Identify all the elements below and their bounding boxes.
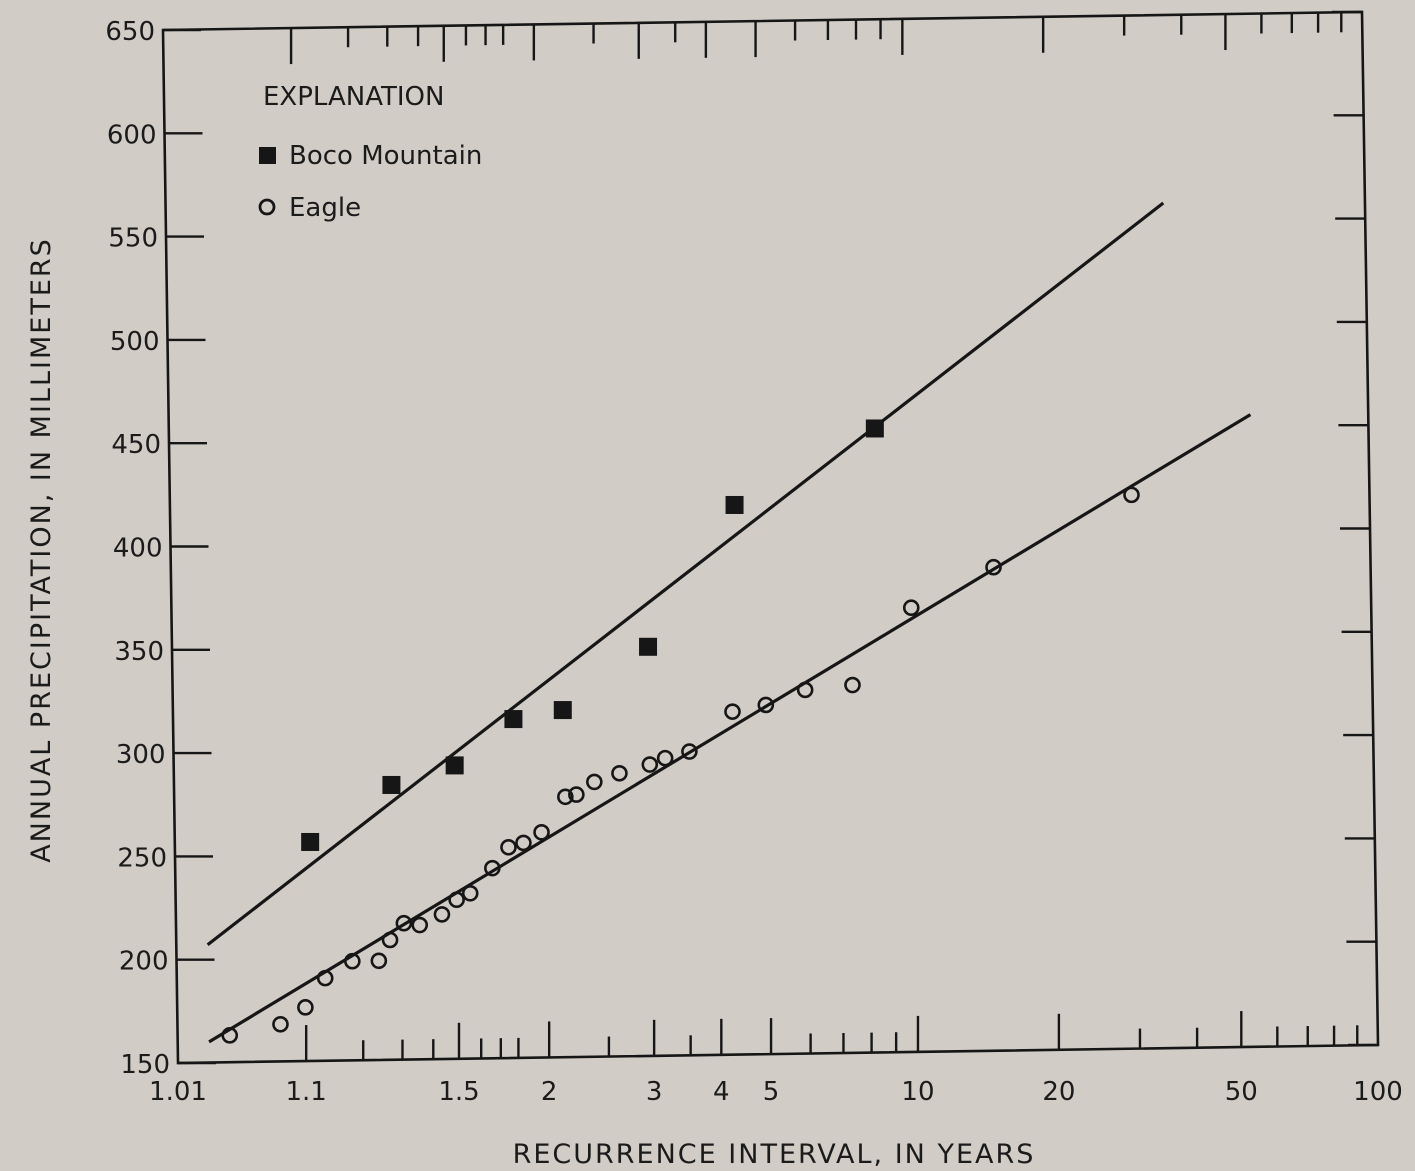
y-tick-label: 250 [117,843,167,873]
y-tick-label: 450 [111,430,161,460]
boco-mountain-point [382,775,401,794]
eagle-point [411,916,429,934]
eagle-point [757,696,775,714]
x-tick-label: 3 [646,1077,663,1107]
eagle-point [533,824,550,841]
legend-title: EXPLANATION [263,82,444,112]
eagle-point [433,906,451,923]
x-tick-label: 1.5 [438,1077,479,1107]
y-tick-label: 350 [114,637,164,667]
x-tick-label: 20 [1042,1077,1075,1107]
eagle-point [796,681,814,699]
y-tick-label: 550 [108,224,158,254]
fit-lines [206,201,1252,1044]
y-tick-label: 300 [116,740,166,770]
eagle-point [844,676,861,694]
eagle-point [985,558,1002,576]
eagle-point [381,931,399,949]
eagle-point [221,1027,239,1044]
eagle-point [586,773,603,791]
y-tick-label: 200 [119,947,169,977]
x-tick-label: 1.01 [149,1077,207,1107]
eagle-point [395,914,413,932]
x-tick-label: 10 [901,1077,934,1107]
eagle-point [316,969,334,987]
boco-mountain-fit-line [206,201,1165,947]
eagle-point [656,749,674,767]
boco-mountain-legend-marker [259,147,276,164]
boco-mountain-point [301,832,320,851]
boco-mountain-point [725,495,744,514]
y-tick-label: 500 [110,327,160,357]
x-tick-label: 5 [763,1077,780,1107]
x-tick-label: 100 [1353,1077,1403,1107]
boco-mountain-point [639,637,658,656]
eagle-point [568,786,585,803]
legend-label-boco-mountain: Boco Mountain [289,141,482,171]
eagle-point [500,838,517,856]
eagle-point [515,834,532,852]
x-tick-label: 4 [713,1077,730,1107]
y-axis-title: ANNUAL PRECIPITATION, IN MILLIMETERS [26,237,57,863]
eagle-point [681,743,698,760]
eagle-point [297,999,314,1016]
boco-mountain-point [445,756,464,775]
y-tick-label: 150 [120,1050,170,1080]
x-axis: 1.01 1.1 1.5 2 3 4 5 10 20 50 100 [149,12,1403,1107]
eagle-point [272,1015,289,1033]
x-axis-title: RECURRENCE INTERVAL, IN YEARS [513,1139,1036,1170]
y-tick-label: 650 [105,17,155,47]
eagle-point [461,884,479,902]
eagle-point [370,952,388,970]
y-axis: 150 200 250 300 350 400 450 500 550 600 650 [105,10,1378,1080]
eagle-point [1123,486,1140,504]
eagle-legend-marker [258,198,276,216]
eagle-point [724,703,741,720]
eagle-point [641,756,659,773]
legend: EXPLANATION Boco Mountain Eagle [258,82,482,223]
boco-mountain-point [553,701,572,720]
x-tick-label: 2 [541,1077,558,1107]
eagle-point [611,764,628,782]
eagle-point [484,859,501,877]
eagle-point [344,952,361,970]
boco-mountain-point [504,710,523,729]
eagle-point [902,599,920,617]
data-points [221,419,1140,1044]
y-tick-label: 400 [113,534,163,564]
eagle-point [557,788,574,806]
x-tick-label: 50 [1225,1077,1258,1107]
legend-label-eagle: Eagle [289,193,361,223]
x-tick-label: 1.1 [286,1077,327,1107]
boco-mountain-point [865,419,884,438]
eagle-point [448,891,465,909]
y-tick-label: 600 [107,120,157,150]
